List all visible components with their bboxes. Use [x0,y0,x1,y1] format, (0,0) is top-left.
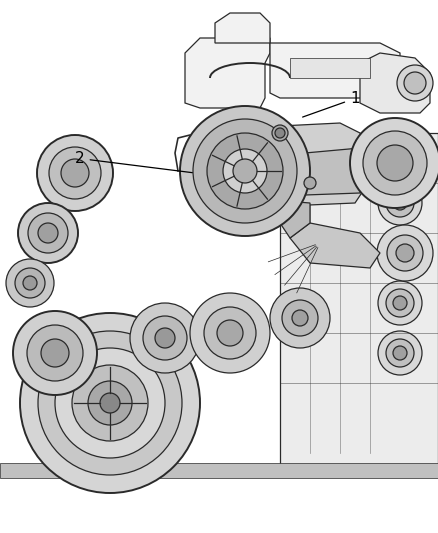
Circle shape [396,244,414,262]
Circle shape [378,331,422,375]
Circle shape [292,310,308,326]
Polygon shape [290,223,380,268]
Text: 2: 2 [75,151,192,173]
Circle shape [270,288,330,348]
Circle shape [386,189,414,217]
Circle shape [223,149,267,193]
Circle shape [377,145,413,181]
Polygon shape [215,13,270,43]
Polygon shape [280,201,310,238]
Circle shape [387,235,423,271]
Circle shape [61,159,89,187]
Circle shape [204,307,256,359]
Circle shape [378,181,422,225]
Circle shape [88,381,132,425]
Bar [290,58,370,78]
Circle shape [397,65,433,101]
Circle shape [393,346,407,360]
Circle shape [18,203,78,263]
Polygon shape [0,463,438,478]
Circle shape [386,289,414,317]
Circle shape [272,125,288,141]
Circle shape [193,119,297,223]
Circle shape [28,213,68,253]
Polygon shape [300,148,365,195]
Circle shape [363,131,427,195]
Circle shape [190,293,270,373]
Text: 1: 1 [303,91,360,117]
Circle shape [404,72,426,94]
Circle shape [15,268,45,298]
Circle shape [393,196,407,210]
Polygon shape [360,53,430,113]
Circle shape [38,331,182,475]
Polygon shape [185,38,270,108]
Circle shape [275,128,285,138]
Circle shape [217,320,243,346]
Circle shape [23,276,37,290]
Circle shape [393,296,407,310]
Circle shape [378,281,422,325]
Circle shape [37,135,113,211]
Circle shape [49,147,101,199]
Circle shape [377,225,433,281]
Circle shape [143,316,187,360]
Circle shape [41,339,69,367]
Circle shape [100,393,120,413]
Circle shape [27,325,83,381]
Circle shape [393,246,407,260]
Circle shape [180,106,310,236]
Polygon shape [270,43,400,98]
Circle shape [350,118,438,208]
Circle shape [55,348,165,458]
Circle shape [386,339,414,367]
Polygon shape [225,123,365,208]
Circle shape [13,311,97,395]
Circle shape [207,133,283,209]
Circle shape [6,259,54,307]
Circle shape [378,231,422,275]
Circle shape [304,177,316,189]
Circle shape [386,239,414,267]
Circle shape [72,365,148,441]
Circle shape [155,328,175,348]
Circle shape [130,303,200,373]
Circle shape [282,300,318,336]
Circle shape [20,313,200,493]
Circle shape [38,223,58,243]
Polygon shape [280,133,438,473]
Circle shape [233,159,257,183]
